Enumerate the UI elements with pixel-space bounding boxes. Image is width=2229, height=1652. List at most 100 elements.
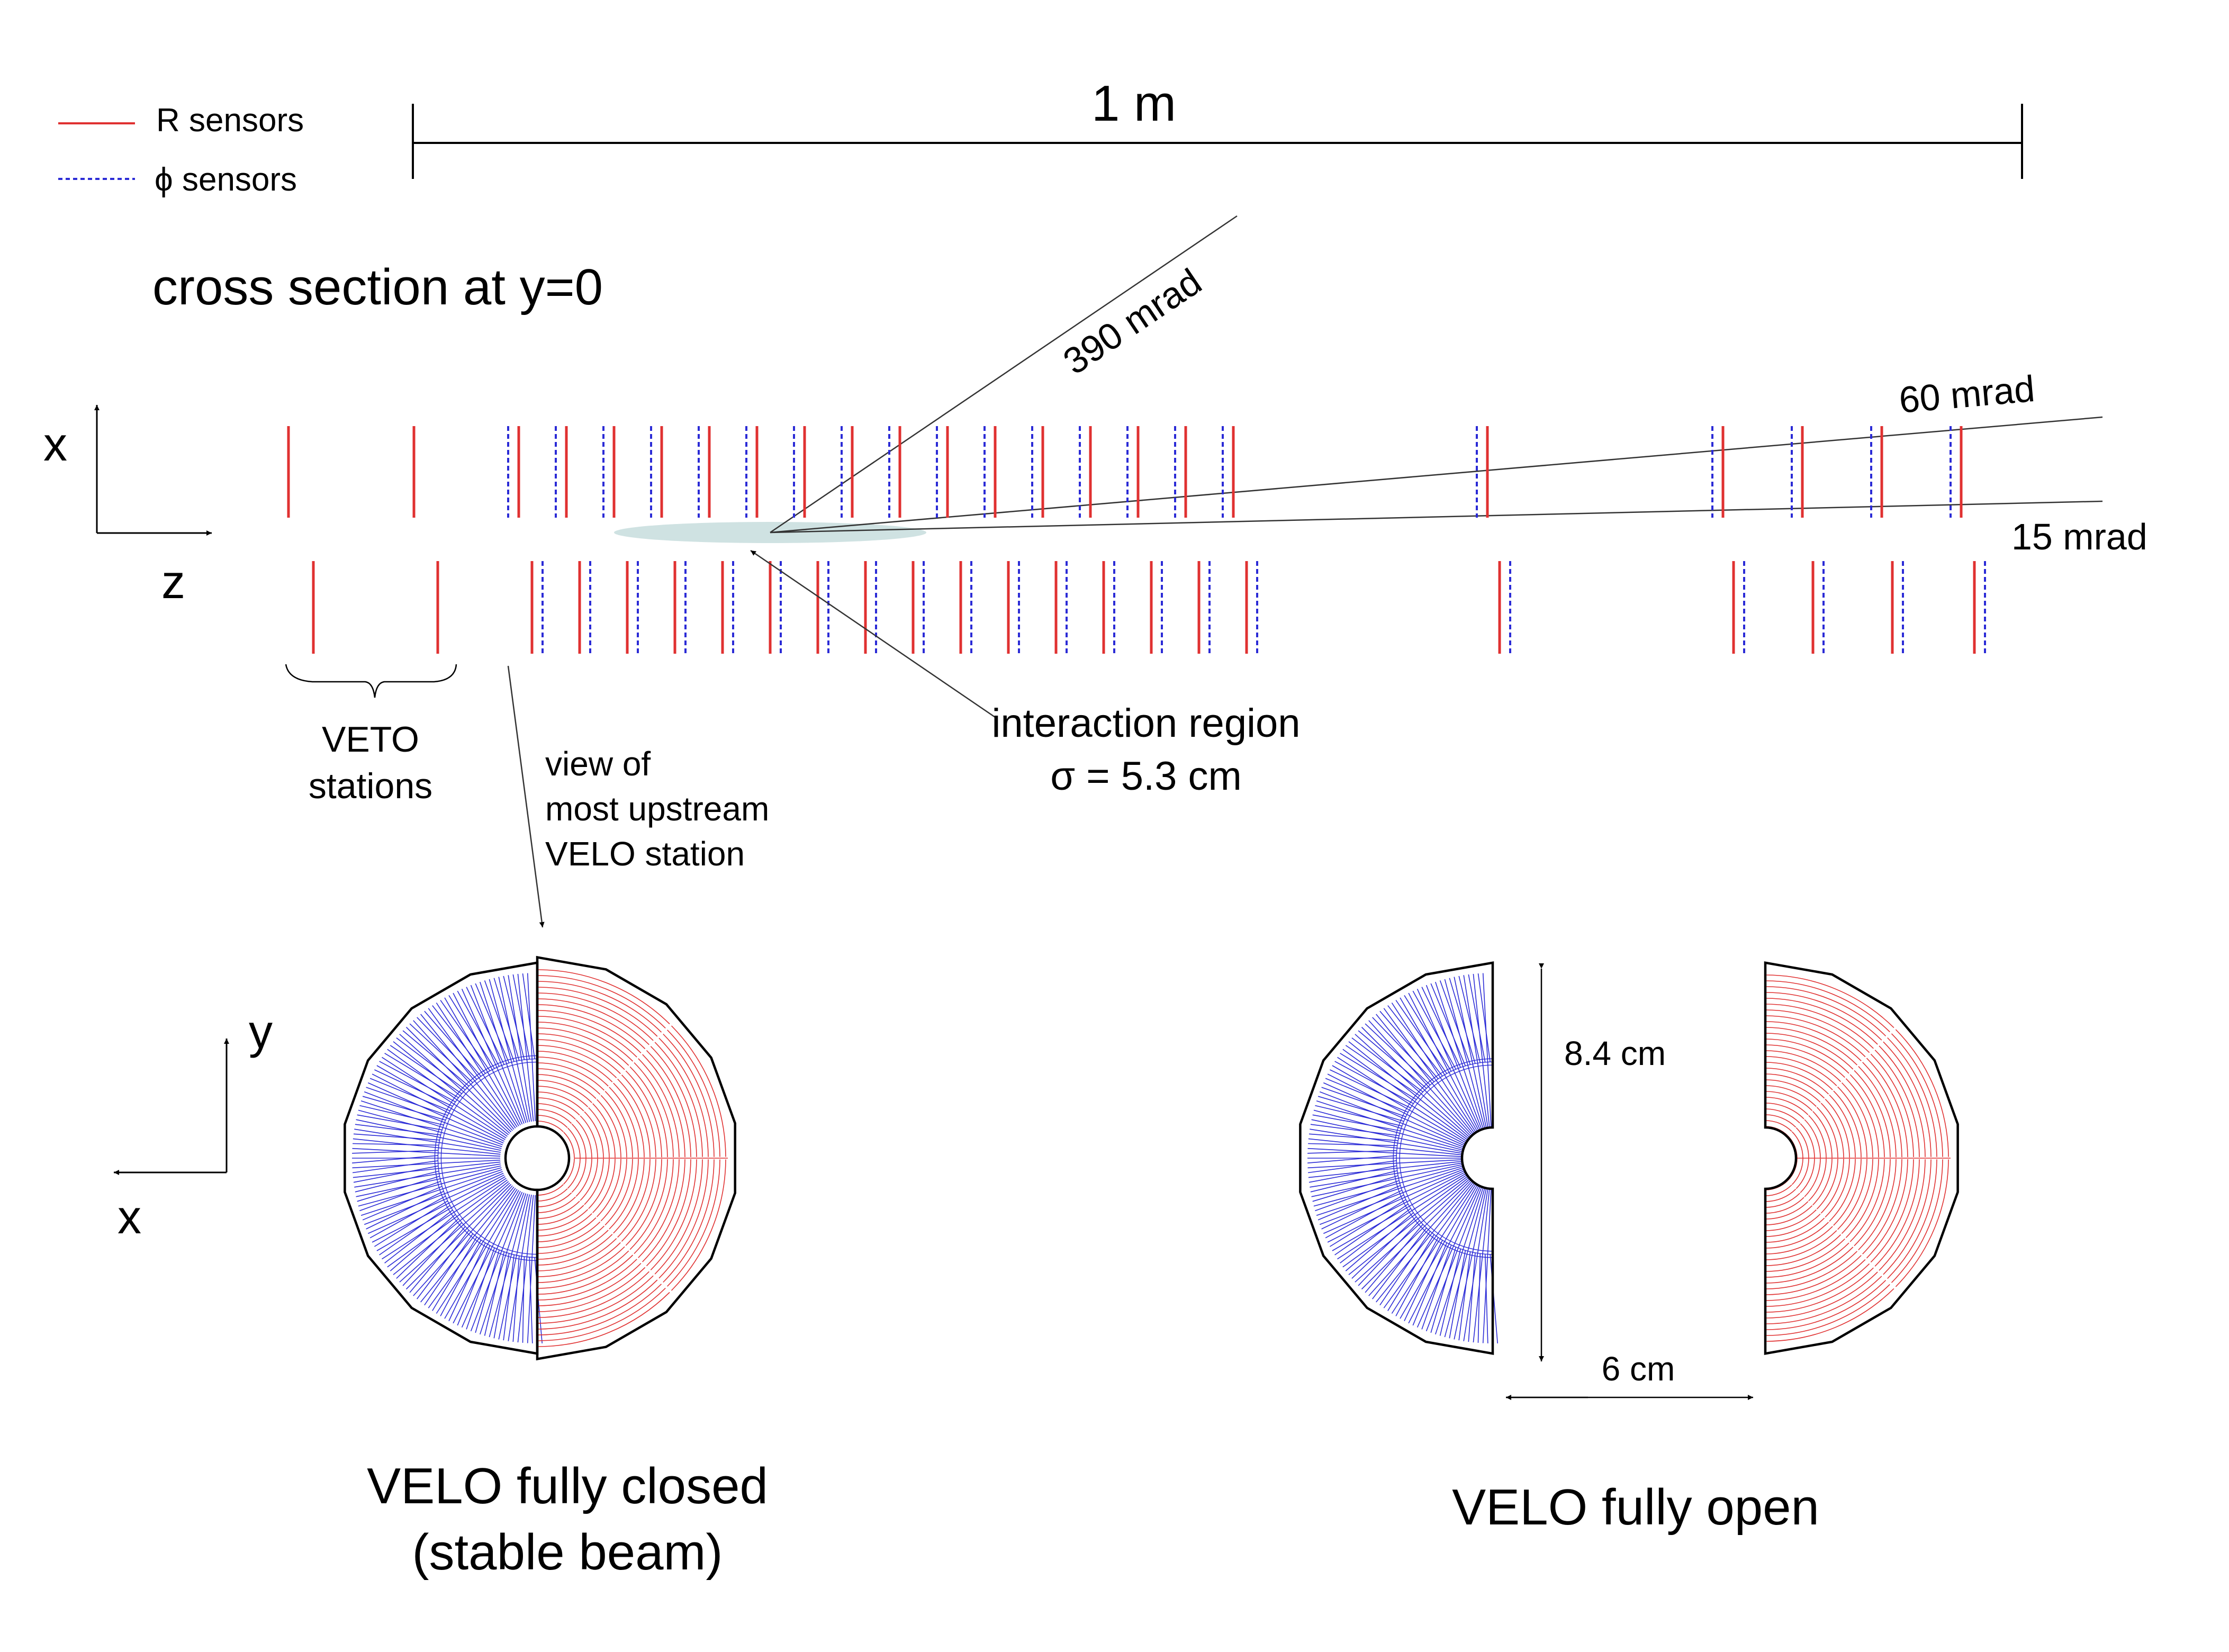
phi-strip (1332, 1065, 1466, 1143)
r-strip (1879, 1045, 1926, 1157)
r-strip (1862, 1159, 1902, 1254)
r-strip (1866, 1159, 1908, 1259)
phi-strip (393, 1181, 509, 1275)
r-strip (537, 1188, 568, 1202)
r-strip (625, 1159, 662, 1246)
phi-strip (475, 1250, 500, 1333)
r-strip (538, 1217, 597, 1242)
r-strip (1812, 1111, 1833, 1158)
phi-strip (453, 1191, 521, 1324)
phi-strip (1342, 1176, 1467, 1268)
r-strip (1870, 1159, 1914, 1263)
r-strip (584, 1158, 604, 1205)
velo-station (864, 561, 877, 654)
phi-strip (1473, 1189, 1490, 1343)
r-strip (538, 1062, 604, 1091)
phi-strip (402, 1222, 462, 1286)
r-strip (1808, 1158, 1827, 1202)
phi-strip (1484, 1254, 1488, 1343)
legend: R sensors ϕ sensors (58, 102, 304, 198)
phi-strip (1345, 1212, 1414, 1271)
r-strip (1765, 1120, 1792, 1132)
r-strip (1858, 1159, 1897, 1250)
phi-strip (396, 1037, 466, 1090)
r-strip (1766, 1217, 1825, 1243)
r-strip (1765, 1197, 1804, 1214)
phi-strip (461, 988, 523, 1125)
phi-strip (353, 1165, 439, 1183)
phi-strip (432, 1236, 477, 1311)
phi-strip (1355, 1034, 1469, 1138)
phi-strip (484, 1251, 505, 1336)
phi-strip (503, 976, 525, 1060)
phi-strip (1368, 1020, 1472, 1135)
r-strip (538, 1284, 662, 1335)
r-strip (642, 1054, 685, 1158)
acceptance-lines (770, 215, 2103, 534)
r-strip (1883, 1159, 1932, 1275)
r-strip (538, 1057, 609, 1087)
velo-station (602, 426, 616, 518)
phi-strip (367, 1172, 504, 1234)
phi-strip (1376, 1014, 1473, 1134)
r-strip (1766, 992, 1882, 1041)
closed-right-half-outline (536, 955, 736, 1361)
phi-strip (1311, 1164, 1462, 1197)
phi-strip (1319, 1091, 1464, 1148)
phi-strip (522, 973, 535, 1059)
r-strip (1849, 1159, 1885, 1242)
phi-strip (1361, 1026, 1471, 1136)
r-strip (592, 1103, 616, 1158)
phi-symbol: ϕ (155, 161, 173, 198)
phi-strip (379, 1205, 450, 1256)
phi-strip (1395, 1237, 1439, 1316)
r-strip (646, 1159, 691, 1267)
r-strip (1766, 1027, 1857, 1066)
phi-strip (1404, 995, 1452, 1072)
r-strip (580, 1115, 598, 1158)
r-strip (1765, 1097, 1809, 1115)
r-strip (580, 1158, 598, 1201)
phi-strip (1404, 1240, 1443, 1321)
r-strip (1891, 1159, 1943, 1283)
phi-strip (1421, 987, 1461, 1068)
r-strip (538, 1016, 637, 1058)
r-strip (538, 981, 662, 1033)
phi-strip (1348, 1178, 1468, 1275)
phi-strip (1444, 979, 1485, 1128)
sigma-symbol: σ (1050, 754, 1075, 799)
r-strip (658, 1037, 709, 1157)
r-strip (600, 1095, 627, 1158)
phi-strip (393, 1041, 509, 1135)
r-strip (538, 975, 666, 1028)
velo-station (769, 561, 782, 654)
r-strip (609, 1087, 639, 1158)
phi-strip (527, 973, 536, 1122)
phi-strip (1468, 1252, 1476, 1342)
interaction-label-line2: σ = 5.3 cm (1050, 754, 1242, 799)
phi-strip (1477, 1253, 1481, 1343)
r-strip (596, 1159, 621, 1217)
phi-strip (353, 1143, 439, 1146)
r-strip (1845, 1159, 1879, 1238)
phi-strip (1430, 1247, 1457, 1333)
phi-strip (508, 975, 532, 1122)
phi-strip (484, 980, 515, 1062)
veto-brace (285, 664, 457, 698)
phi-strip (1400, 1185, 1477, 1319)
phi-strip (1395, 1000, 1447, 1074)
closed-r-sensor-strips (537, 969, 728, 1347)
r-strip (634, 1062, 674, 1158)
phi-strip (1458, 976, 1481, 1063)
caption-open: VELO fully open (1452, 1479, 1819, 1536)
r-strip (1765, 1213, 1821, 1237)
r-strip (538, 1010, 642, 1053)
phi-strip (1379, 1231, 1431, 1306)
phi-strip (413, 1020, 513, 1131)
phi-strip (436, 1003, 518, 1127)
r-strip (538, 992, 654, 1041)
r-strip (1765, 1185, 1792, 1196)
r-strip (1837, 1086, 1867, 1158)
phi-strip (366, 1087, 448, 1116)
phi-sensor-legend-text: sensors (182, 161, 297, 198)
